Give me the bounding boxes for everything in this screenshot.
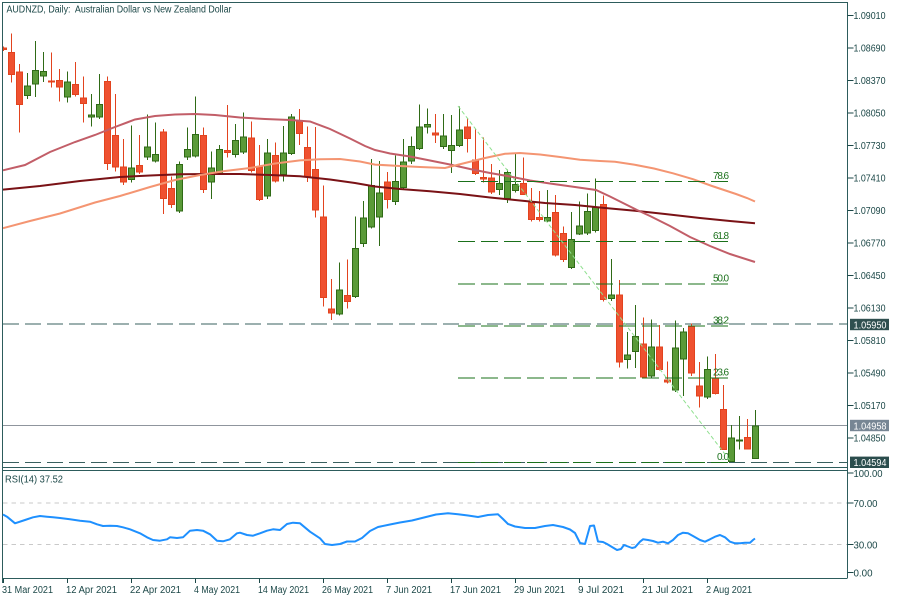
svg-text:21 Jul 2021: 21 Jul 2021 [642,585,693,596]
svg-text:1.04594: 1.04594 [854,458,887,469]
svg-text:1.05490: 1.05490 [854,369,886,380]
svg-text:2 Aug 2021: 2 Aug 2021 [706,585,752,596]
svg-text:AUDNZD, Daily: Australian Dol: AUDNZD, Daily: Australian Dollar vs New … [7,5,233,16]
svg-text:78.6: 78.6 [713,171,729,182]
svg-text:61.8: 61.8 [713,231,729,242]
svg-text:26 May 2021: 26 May 2021 [322,585,373,596]
svg-text:1.07730: 1.07730 [854,141,886,152]
svg-text:1.09010: 1.09010 [854,11,886,22]
svg-text:1.05950: 1.05950 [854,320,887,331]
svg-text:12 Apr 2021: 12 Apr 2021 [66,585,117,596]
svg-text:1.06450: 1.06450 [854,271,886,282]
svg-text:50.0: 50.0 [713,274,729,285]
svg-text:70.00: 70.00 [854,499,878,510]
svg-text:30.00: 30.00 [854,540,878,551]
svg-text:23.6: 23.6 [713,368,729,379]
svg-text:17 Jun 2021: 17 Jun 2021 [450,585,501,596]
svg-text:1.08370: 1.08370 [854,76,886,87]
svg-text:29 Jun 2021: 29 Jun 2021 [514,585,565,596]
svg-text:0.0: 0.0 [717,452,729,463]
svg-text:22 Apr 2021: 22 Apr 2021 [130,585,181,596]
svg-text:38.2: 38.2 [713,315,729,326]
svg-text:RSI(14) 37.52: RSI(14) 37.52 [5,475,63,486]
svg-text:1.04958: 1.04958 [854,421,887,432]
svg-text:4 May 2021: 4 May 2021 [194,585,240,596]
svg-text:1.06130: 1.06130 [854,304,886,315]
svg-text:1.06770: 1.06770 [854,239,886,250]
svg-text:1.07410: 1.07410 [854,174,886,185]
svg-text:31 Mar 2021: 31 Mar 2021 [2,585,53,596]
svg-text:1.08690: 1.08690 [854,44,886,55]
svg-text:9 Jul 2021: 9 Jul 2021 [578,585,624,596]
svg-text:1.05810: 1.05810 [854,336,886,347]
svg-text:1.08050: 1.08050 [854,109,886,120]
svg-text:100.00: 100.00 [854,469,883,480]
svg-text:0.00: 0.00 [854,568,873,579]
svg-text:1.05170: 1.05170 [854,401,886,412]
svg-text:1.07090: 1.07090 [854,206,886,217]
svg-text:14 May 2021: 14 May 2021 [258,585,309,596]
svg-text:1.04850: 1.04850 [854,434,886,445]
svg-text:7 Jun 2021: 7 Jun 2021 [386,585,432,596]
